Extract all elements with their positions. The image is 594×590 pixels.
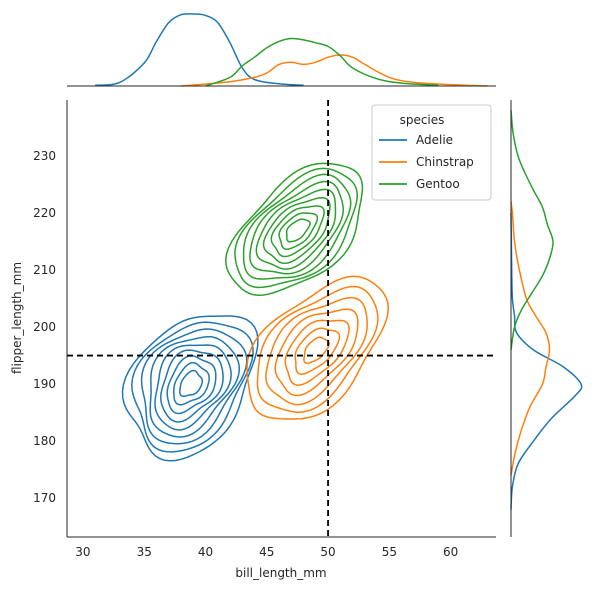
marginal-x-adelie — [95, 13, 304, 87]
kde-contours — [121, 162, 390, 462]
legend-box — [371, 104, 492, 201]
contour-level — [284, 319, 350, 386]
contour-level — [121, 315, 259, 462]
legend-entry-adelie: Adelie — [379, 133, 453, 147]
legend-entries: Adelie Chinstrap Gentoo — [379, 133, 474, 191]
x-tick-label: 50 — [320, 545, 335, 559]
contour-level — [303, 336, 330, 364]
y-axis-label: flipper_length_mm — [10, 262, 24, 374]
y-tick-label: 210 — [33, 263, 56, 277]
y-tick-label: 190 — [33, 377, 56, 391]
contour-level — [246, 275, 390, 420]
contour-level — [225, 162, 364, 296]
contour-level — [179, 369, 204, 398]
y-tick-label: 180 — [33, 434, 56, 448]
x-tick-label: 35 — [137, 545, 152, 559]
contour-level — [173, 361, 210, 406]
contour-level — [160, 349, 224, 423]
reference-lines — [67, 100, 496, 537]
contour-level — [255, 188, 337, 270]
contour-level — [270, 205, 325, 258]
marginal-y-chinstrap — [510, 201, 551, 476]
y-tick-label: 220 — [33, 206, 56, 220]
legend-entry-gentoo: Gentoo — [379, 177, 460, 191]
contours-chinstrap — [246, 275, 390, 420]
contour-level — [166, 355, 217, 415]
marginal-x-chinstrap — [180, 54, 488, 87]
x-tick-labels: 30 35 40 45 50 55 60 — [75, 545, 458, 559]
x-tick-label: 30 — [75, 545, 90, 559]
contour-level — [262, 196, 331, 265]
y-tick-labels: 170 180 190 200 210 220 230 — [33, 149, 56, 505]
x-tick-label: 60 — [443, 545, 458, 559]
y-tick-label: 230 — [33, 149, 56, 163]
legend-label: Adelie — [416, 133, 453, 147]
marginal-x-gentoo — [205, 37, 439, 87]
x-tick-label: 45 — [259, 545, 274, 559]
top-marginal-density — [95, 13, 488, 87]
x-axis-label: bill_length_mm — [235, 566, 326, 580]
contour-level — [154, 344, 232, 431]
contour-level — [140, 328, 248, 445]
y-tick-label: 200 — [33, 320, 56, 334]
contour-level — [278, 212, 319, 250]
legend-title: species — [400, 113, 445, 127]
x-tick-label: 55 — [382, 545, 397, 559]
legend-label: Chinstrap — [416, 155, 474, 169]
contour-level — [285, 218, 311, 243]
y-tick-label: 170 — [33, 491, 56, 505]
legend-label: Gentoo — [416, 177, 460, 191]
contour-level — [149, 336, 241, 438]
right-marginal-density — [510, 110, 583, 510]
contours-gentoo — [225, 162, 364, 296]
contours-adelie — [121, 315, 259, 462]
x-tick-label: 40 — [198, 545, 213, 559]
contour-level — [242, 173, 352, 280]
contour-level — [131, 321, 254, 453]
marginal-y-adelie — [510, 212, 583, 510]
marginal-y-gentoo — [510, 110, 554, 351]
contour-level — [234, 167, 358, 289]
legend-entry-chinstrap: Chinstrap — [379, 155, 474, 169]
contour-level — [294, 327, 341, 375]
contour-level — [249, 180, 344, 275]
contour-level — [265, 296, 368, 406]
contour-level — [256, 285, 379, 414]
legend: species Adelie Chinstrap Gentoo — [371, 104, 492, 201]
